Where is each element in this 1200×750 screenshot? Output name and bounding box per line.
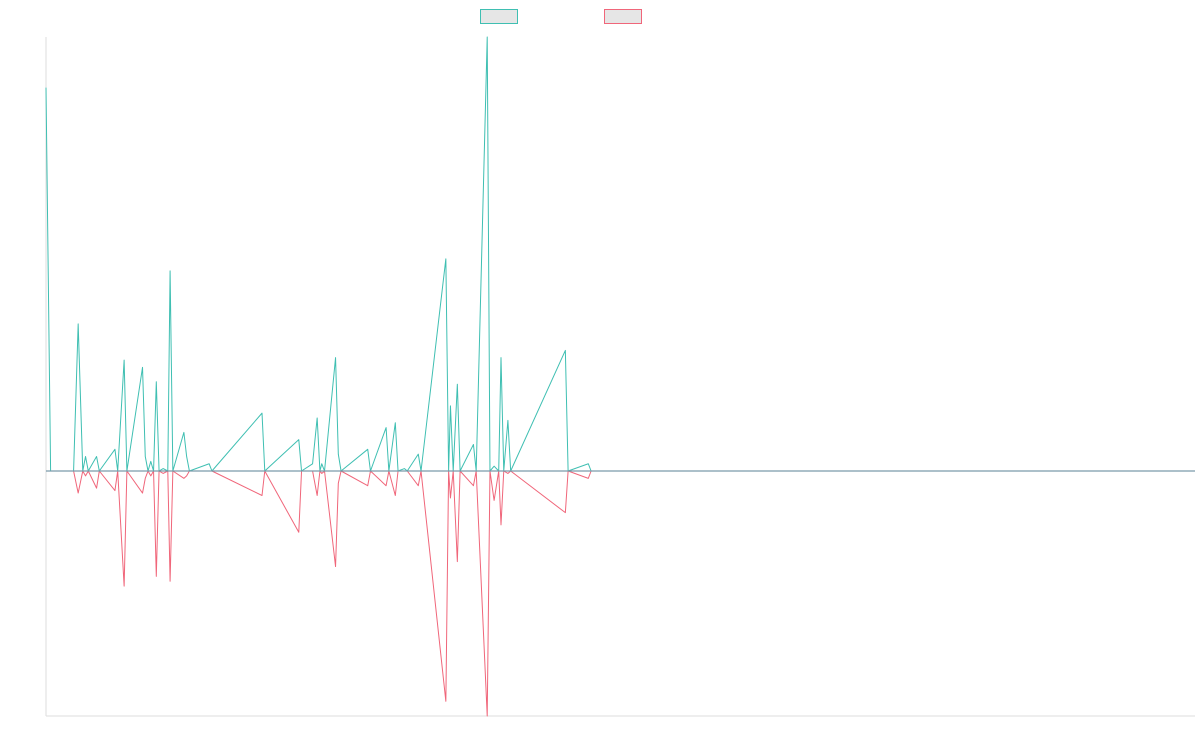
legend (0, 9, 1200, 27)
series-line-1 (45, 36, 1195, 472)
series-layer (45, 36, 1195, 717)
legend-item-series-2[interactable] (604, 9, 648, 24)
legend-item-series-1[interactable] (480, 9, 524, 24)
legend-swatch-series-1 (480, 9, 518, 24)
series-line-2 (46, 470, 1195, 717)
legend-swatch-series-2 (604, 9, 642, 24)
